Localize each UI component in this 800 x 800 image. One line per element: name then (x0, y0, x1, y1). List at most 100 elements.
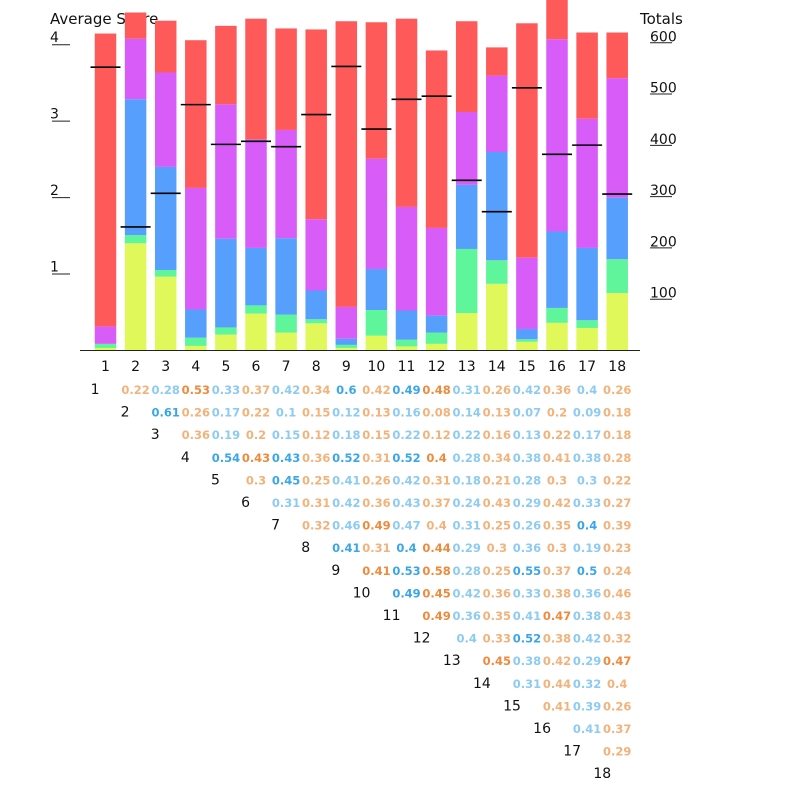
correlation-cell: 0.42 (332, 496, 360, 510)
correlation-cell: 0.4 (396, 541, 416, 555)
right-tick-label: 500 (650, 81, 677, 97)
bar-segment-3 (516, 328, 538, 340)
correlation-cell: 0.33 (573, 496, 601, 510)
correlation-cell: 0.45 (422, 586, 450, 600)
bar-segment-5 (215, 25, 237, 105)
bar-segment-5 (305, 29, 327, 220)
correlation-cell: 0.33 (513, 586, 541, 600)
correlation-cell: 0.3 (577, 473, 597, 487)
correlation-cell: 0.19 (212, 428, 240, 442)
bar-segment-1 (215, 334, 237, 350)
correlation-cell: 0.4 (426, 451, 446, 465)
correlation-cell: 0.19 (573, 541, 601, 555)
correlation-cell: 0.49 (362, 519, 390, 533)
matrix-row-label: 13 (443, 653, 461, 669)
matrix-row-label: 12 (413, 631, 431, 647)
correlation-cell: 0.22 (603, 473, 631, 487)
bar-segment-3 (185, 309, 207, 338)
right-tick-label: 200 (650, 234, 677, 250)
bar-segment-3 (154, 166, 177, 270)
correlation-cell: 0.43 (483, 496, 511, 510)
bar-segment-1 (546, 322, 568, 350)
bar-segment-2 (365, 309, 388, 336)
correlation-cell: 0.26 (362, 473, 390, 487)
correlation-cell: 0.12 (332, 406, 360, 420)
left-tick-label: 4 (50, 30, 59, 46)
bar-segment-2 (395, 339, 418, 347)
category-label: 6 (252, 359, 261, 375)
correlation-cell: 0.35 (483, 609, 511, 623)
right-tick-label: 600 (650, 29, 677, 45)
correlation-cell: 0.31 (272, 496, 300, 510)
bar-segment-4 (395, 206, 418, 311)
bar-segment-1 (185, 345, 207, 350)
bar-segment-1 (245, 313, 267, 350)
matrix-row-label: 9 (331, 563, 340, 579)
correlation-cell: 0.22 (121, 383, 149, 397)
right-axis-title: Totals (639, 10, 683, 28)
bar-segment-3 (124, 99, 147, 236)
bar-segment-4 (245, 139, 267, 248)
bar-segment-3 (576, 247, 598, 321)
category-label: 7 (282, 359, 291, 375)
correlation-cell: 0.26 (603, 699, 631, 713)
bar-segment-5 (94, 33, 117, 327)
category-label: 11 (398, 359, 416, 375)
correlation-cell: 0.42 (543, 654, 571, 668)
bar-stacks (94, 0, 628, 350)
category-label: 14 (488, 359, 506, 375)
correlation-cell: 0.38 (513, 451, 541, 465)
correlation-cell: 0.44 (543, 677, 571, 691)
correlation-cell: 0.1 (276, 406, 296, 420)
bar-segment-3 (546, 231, 568, 308)
correlation-cell: 0.34 (483, 451, 511, 465)
correlation-cell: 0.2 (547, 406, 567, 420)
bar-segment-4 (275, 129, 297, 239)
matrix-row-label: 16 (533, 721, 551, 737)
correlation-cell: 0.22 (543, 428, 571, 442)
correlation-cell: 0.36 (483, 586, 511, 600)
bar-segment-4 (365, 158, 388, 269)
bar-segment-5 (275, 28, 297, 130)
correlation-cell: 0.42 (453, 586, 481, 600)
bar-segment-5 (606, 32, 628, 79)
correlation-cell: 0.26 (483, 383, 511, 397)
correlation-cell: 0.33 (483, 632, 511, 646)
correlation-cell: 0.36 (302, 451, 330, 465)
correlation-cell: 0.24 (603, 564, 631, 578)
correlation-cell: 0.24 (453, 496, 481, 510)
category-label: 17 (578, 359, 596, 375)
correlation-cell: 0.13 (362, 406, 390, 420)
correlation-cell: 0.46 (332, 519, 360, 533)
correlation-cell: 0.25 (483, 564, 511, 578)
bar-segment-2 (455, 248, 478, 314)
correlation-cell: 0.49 (392, 586, 420, 600)
correlation-cell: 0.27 (603, 496, 631, 510)
correlation-cell: 0.35 (543, 519, 571, 533)
bar-segment-3 (245, 247, 267, 306)
bar-segment-5 (516, 23, 538, 258)
bar-segment-1 (154, 276, 177, 350)
correlation-cell: 0.18 (453, 473, 481, 487)
correlation-cell: 0.29 (573, 654, 601, 668)
bar-segment-5 (335, 21, 358, 307)
right-tick-label: 400 (650, 132, 677, 148)
correlation-cell: 0.32 (302, 519, 330, 533)
correlation-cell: 0.5 (577, 564, 597, 578)
category-label: 9 (342, 359, 351, 375)
correlation-cell: 0.43 (272, 451, 300, 465)
correlation-cell: 0.16 (392, 406, 420, 420)
bar-segment-4 (486, 75, 508, 153)
correlation-cell: 0.38 (543, 586, 571, 600)
bar-segment-2 (546, 307, 568, 323)
correlation-cell: 0.32 (603, 632, 631, 646)
correlation-cell: 0.42 (543, 496, 571, 510)
bar-segment-5 (154, 20, 177, 73)
category-label: 2 (131, 359, 140, 375)
bar-segment-3 (395, 310, 418, 340)
correlation-cell: 0.44 (422, 541, 450, 555)
matrix-row-label: 10 (353, 585, 371, 601)
bar-segment-1 (124, 243, 147, 350)
correlation-cell: 0.3 (547, 473, 567, 487)
correlation-cell: 0.4 (577, 383, 597, 397)
